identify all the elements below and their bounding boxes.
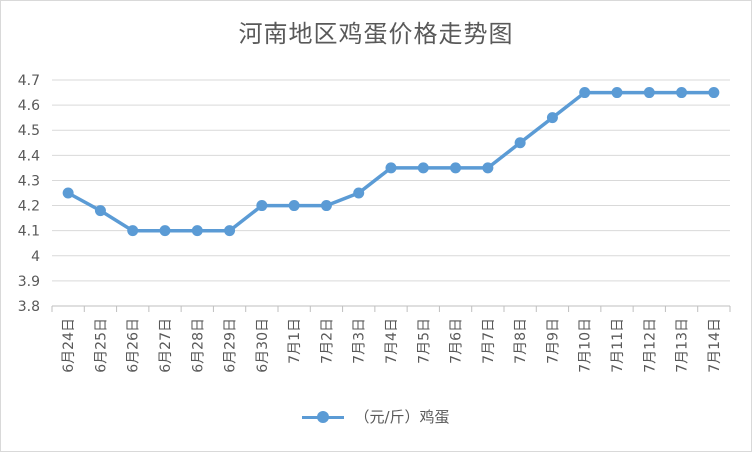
data-point	[320, 200, 332, 212]
data-point	[643, 87, 655, 99]
x-tick-label: 7月2日	[319, 318, 335, 364]
data-point	[256, 200, 268, 212]
series-line	[66, 90, 716, 233]
x-tick-label: 7月4日	[384, 318, 400, 364]
data-point	[482, 162, 494, 174]
data-point	[385, 162, 397, 174]
gridlines	[52, 79, 730, 282]
data-point	[127, 225, 139, 237]
x-tick-label: 7月14日	[707, 318, 723, 373]
y-tick-label: 4.5	[18, 123, 40, 139]
data-point	[708, 87, 720, 99]
x-tick-label: 7月7日	[481, 318, 497, 364]
x-tick-label: 7月1日	[287, 318, 303, 364]
x-tick-label: 6月24日	[61, 318, 77, 373]
chart-title: 河南地区鸡蛋价格走势图	[238, 20, 514, 48]
data-point	[611, 87, 623, 99]
y-tick-labels: 3.8 3.9 4 4.1 4.2 4.3 4.4 4.5 4.6 4.7	[18, 73, 40, 315]
y-tick-label: 4	[31, 249, 40, 265]
x-tick-label: 6月26日	[126, 318, 142, 373]
x-tick-label: 7月10日	[578, 318, 594, 373]
data-point	[579, 87, 591, 99]
data-point	[353, 187, 365, 199]
data-point	[514, 137, 526, 149]
data-point	[224, 225, 236, 237]
axes	[51, 305, 731, 312]
y-tick-label: 4.1	[18, 224, 40, 240]
x-tick-label: 7月12日	[642, 318, 658, 373]
data-point	[159, 225, 171, 237]
x-tick-label: 7月3日	[352, 318, 368, 364]
legend-swatch	[302, 410, 345, 423]
series-group	[62, 87, 720, 237]
legend-label: （元/斤）鸡蛋	[354, 408, 450, 426]
y-tick-label: 4.6	[18, 98, 40, 114]
x-tick-label: 7月8日	[513, 318, 529, 364]
y-tick-label: 3.8	[18, 299, 40, 315]
data-point	[94, 205, 106, 217]
legend: （元/斤）鸡蛋	[0, 406, 752, 427]
data-point	[191, 225, 203, 237]
x-tick-label: 7月13日	[675, 318, 691, 373]
y-tick-label: 4.3	[18, 173, 40, 189]
y-tick-label: 3.9	[18, 274, 40, 290]
x-tick-label: 6月25日	[93, 318, 109, 373]
data-point	[546, 112, 558, 124]
data-point	[676, 87, 688, 99]
x-tick-label: 7月11日	[610, 318, 626, 373]
x-tick-labels: 6月24日 6月25日 6月26日 6月27日 6月28日 6月29日 6月30日 7月1日 7…	[61, 318, 723, 373]
x-tick-label: 7月6日	[449, 318, 465, 364]
x-tick-label: 6月29日	[223, 318, 239, 373]
y-tick-label: 4.4	[18, 148, 40, 164]
x-tick-label: 6月28日	[190, 318, 206, 373]
x-tick-label: 7月9日	[545, 318, 561, 364]
data-point	[450, 162, 462, 174]
y-tick-label: 4.2	[18, 199, 40, 215]
data-point	[417, 162, 429, 174]
x-tick-label: 6月30日	[255, 318, 271, 373]
x-tick-label: 7月5日	[416, 318, 432, 364]
x-tick-label: 6月27日	[158, 318, 174, 373]
y-tick-label: 4.7	[18, 73, 40, 89]
data-point	[62, 187, 74, 199]
data-point	[288, 200, 300, 212]
